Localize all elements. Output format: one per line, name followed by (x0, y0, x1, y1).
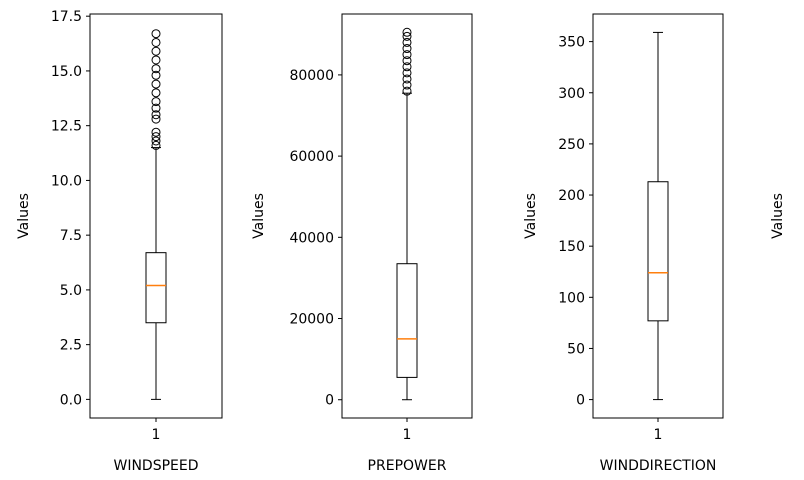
outlier-point (402, 86, 412, 96)
y-tick-label: 0.0 (60, 392, 82, 408)
y-tick-label: 2.5 (60, 338, 82, 354)
outlier-point (151, 55, 161, 65)
y-tick-label: 20000 (289, 312, 334, 328)
iqr-box (145, 252, 167, 324)
outlier-point (402, 44, 412, 54)
x-axis-label: WINDDIRECTION (600, 458, 717, 474)
outlier-point (151, 70, 161, 80)
chart-panel-2: Values 0 20000 40000 60000 80000 1 PREPOWER (251, 13, 473, 474)
chart-panel-3: Values 0 50 100 150 200 250 300 350 1 WINDDIRECTIO… (523, 13, 724, 474)
outlier-point (151, 110, 161, 120)
chart-panel-1: Values 0.0 2.5 5.0 7.5 10.0 12.5 15.0 17.5 1 WINDS… (16, 9, 223, 474)
outlier-point (151, 140, 161, 150)
y-tick-label: 12.5 (51, 119, 82, 135)
outlier-point (402, 50, 412, 60)
outlier-point (402, 68, 412, 78)
outlier-point (151, 88, 161, 98)
outlier-point (151, 114, 161, 124)
outlier-point (151, 79, 161, 89)
x-tick-label: 1 (403, 427, 412, 443)
outlier-point (151, 46, 161, 56)
y-tick-label: 0 (576, 393, 585, 409)
y-tick-label: 60000 (289, 149, 334, 165)
y-tick-label: 40000 (289, 230, 334, 246)
outlier-point (402, 27, 412, 37)
x-axis-label: PREPOWER (368, 458, 447, 474)
y-tick-label: 250 (558, 137, 585, 153)
y-tick-label: 50 (567, 341, 585, 357)
y-tick-label: 15.0 (51, 64, 82, 80)
outlier-point (151, 136, 161, 146)
outlier-point (402, 74, 412, 84)
y-tick-label: 200 (558, 188, 585, 204)
outlier-point (402, 56, 412, 66)
outlier-point (151, 132, 161, 142)
outlier-point (151, 29, 161, 39)
outlier-point (151, 103, 161, 113)
y-tick-label: 10.0 (51, 173, 82, 189)
x-tick-label: 1 (654, 427, 663, 443)
outlier-point (151, 97, 161, 107)
y-axis-label: Values (16, 193, 32, 239)
y-tick-label: 7.5 (60, 228, 82, 244)
x-tick-label: 1 (152, 427, 161, 443)
y-tick-label: 350 (558, 35, 585, 51)
y-tick-label: 0 (325, 393, 334, 409)
chart-panel-4: Values (770, 193, 786, 239)
y-tick-label: 300 (558, 86, 585, 102)
outlier-point (151, 37, 161, 47)
iqr-box (647, 181, 669, 322)
y-tick-label: 17.5 (51, 9, 82, 25)
y-tick-label: 100 (558, 290, 585, 306)
outlier-point (402, 62, 412, 72)
y-tick-label: 80000 (289, 68, 334, 84)
iqr-box (396, 263, 418, 378)
outlier-point (402, 31, 412, 41)
y-axis-label: Values (523, 193, 539, 239)
x-axis-label: WINDSPEED (113, 458, 198, 474)
outlier-point (402, 37, 412, 47)
outlier-point (151, 64, 161, 74)
y-axis-label: Values (251, 193, 267, 239)
outlier-point (402, 80, 412, 90)
outlier-point (151, 127, 161, 137)
y-tick-label: 150 (558, 239, 585, 255)
y-axis-label: Values (770, 193, 786, 239)
y-tick-label: 5.0 (60, 283, 82, 299)
